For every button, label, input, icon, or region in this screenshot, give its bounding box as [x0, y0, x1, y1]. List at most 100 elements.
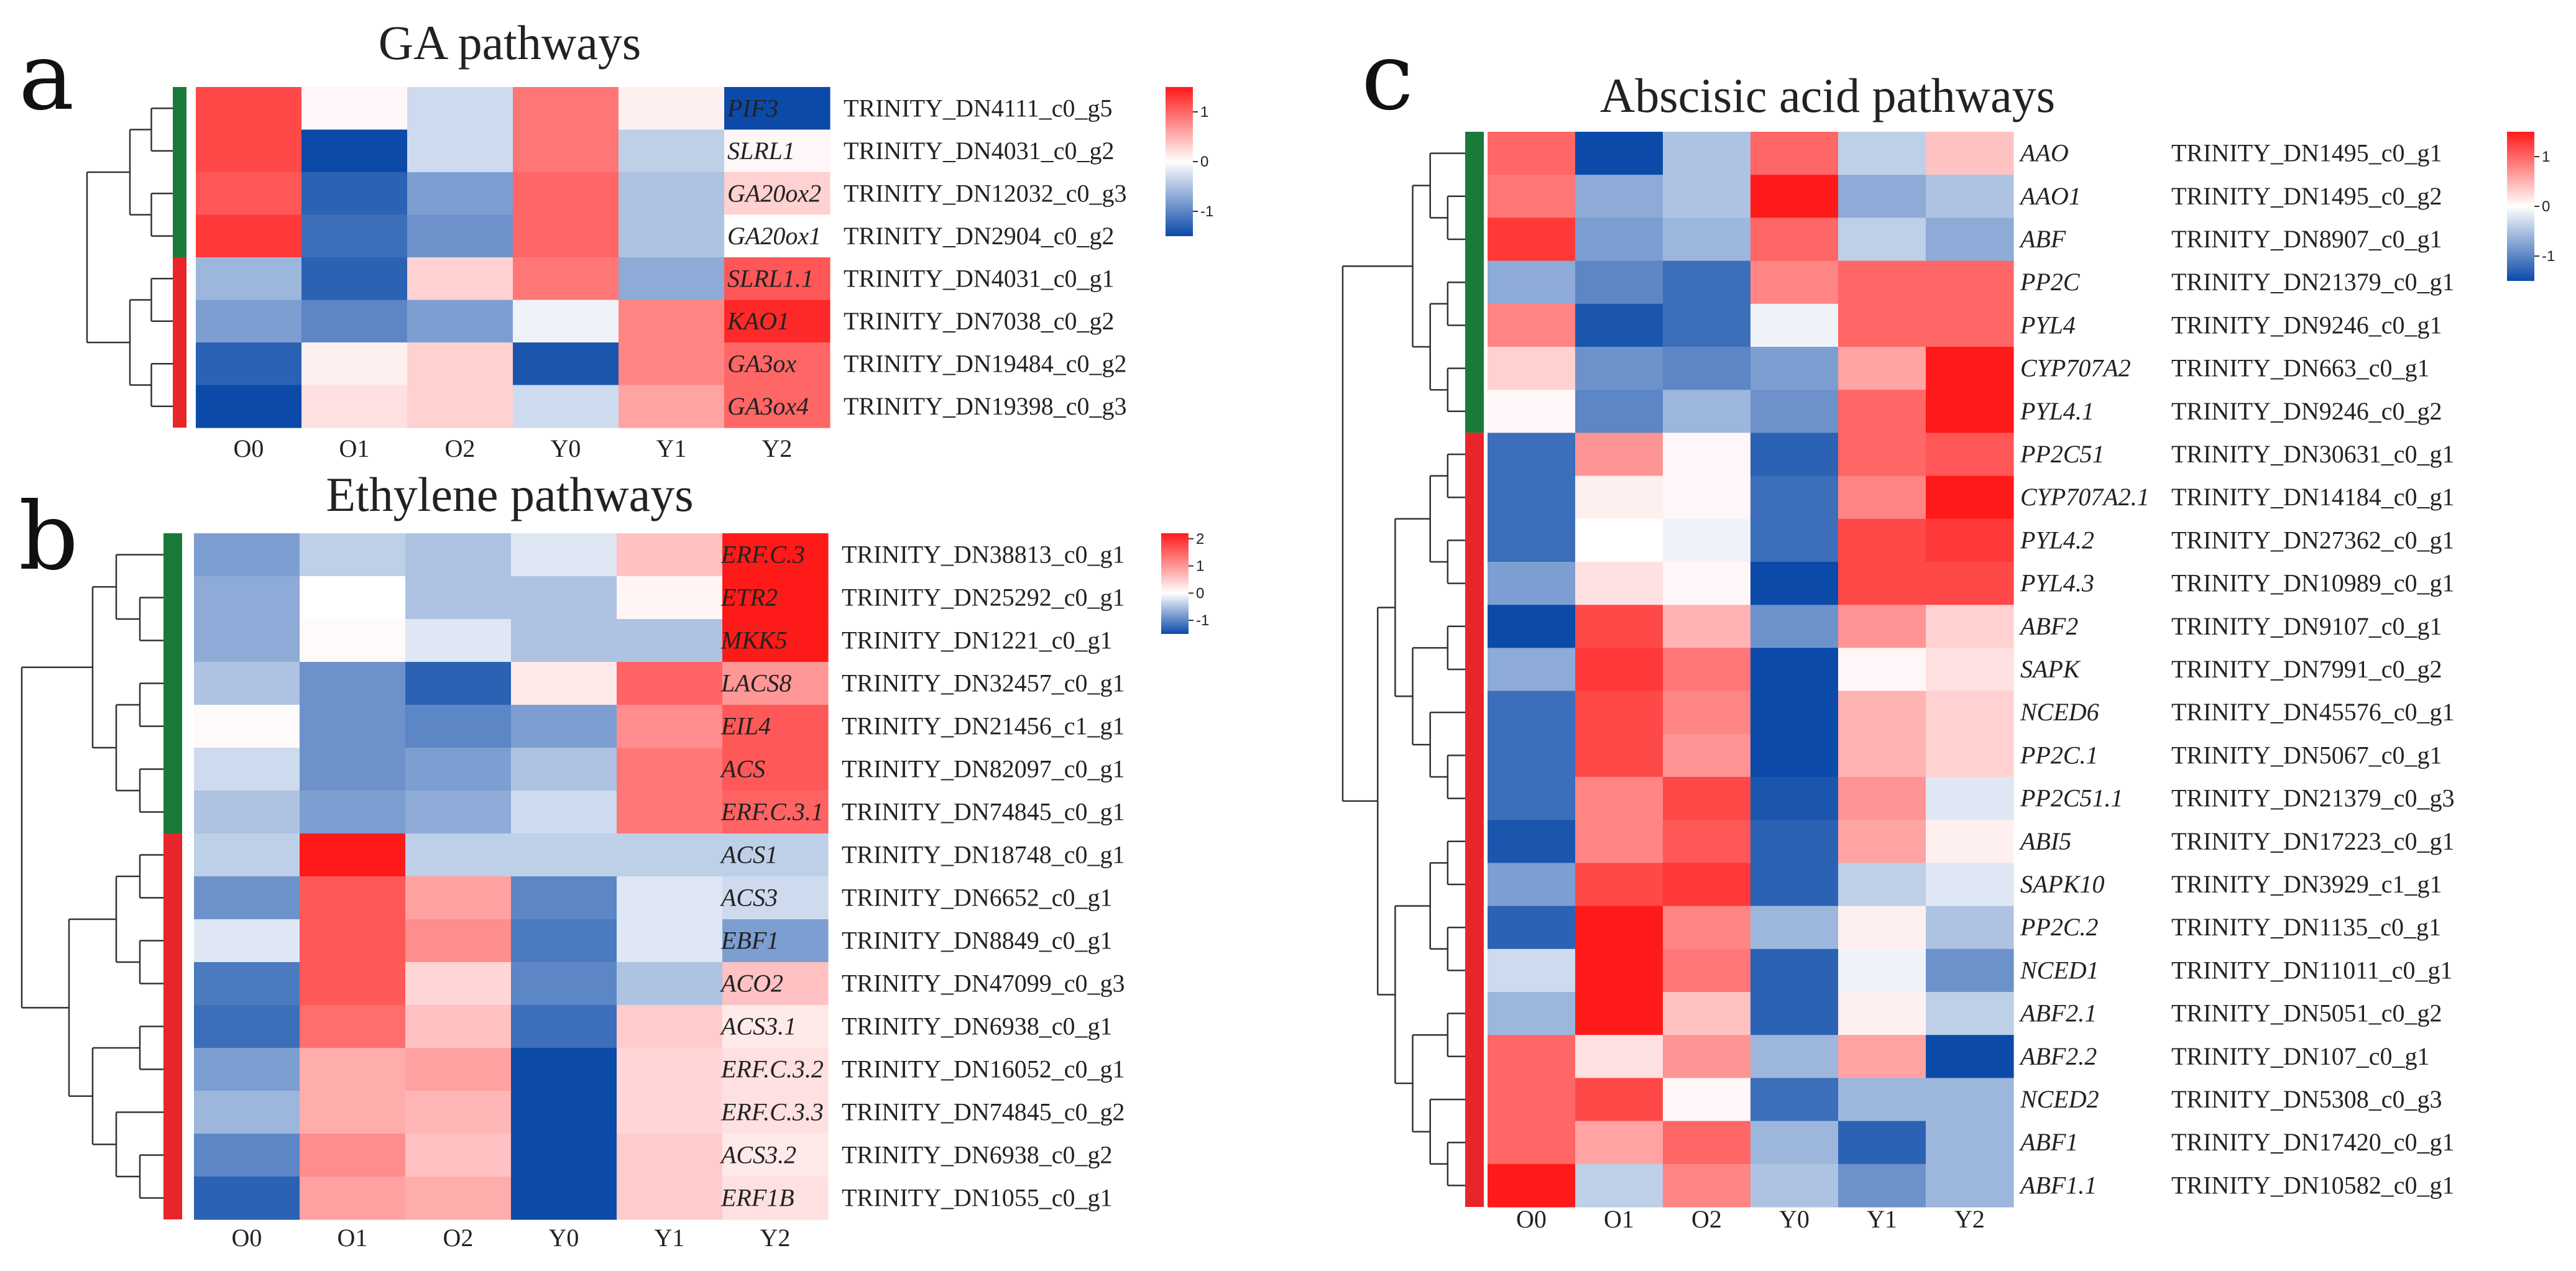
heatmap-cell: [1838, 1121, 1926, 1165]
heatmap-cell: [405, 576, 512, 620]
gene-label: PP2C.1: [2020, 741, 2099, 769]
heatmap-cell: [1663, 132, 1751, 175]
transcript-id: TRINITY_DN9107_c0_g1: [2171, 612, 2442, 640]
gene-label: ACS3.1: [719, 1012, 796, 1040]
heatmap-cell: [1750, 648, 1839, 692]
heatmap-cell: [1575, 1163, 1663, 1208]
transcript-id: TRINITY_DN663_c0_g1: [2171, 354, 2430, 382]
heatmap-cell: [513, 300, 619, 343]
column-label: O1: [339, 434, 370, 462]
heatmap-cell: [722, 1177, 829, 1220]
heatmap-cell: [1838, 260, 1926, 305]
gene-label: PIF3: [727, 94, 778, 122]
heatmap-cell: [1750, 691, 1839, 735]
heatmap-cell: [300, 1177, 406, 1220]
transcript-id: TRINITY_DN82097_c0_g1: [842, 755, 1125, 783]
heatmap-cell: [1838, 303, 1926, 347]
transcript-id: TRINITY_DN1495_c0_g1: [2171, 139, 2442, 167]
gene-label: ACS: [719, 755, 765, 783]
column-label: O2: [443, 1224, 474, 1252]
gene-label: NCED2: [2020, 1085, 2099, 1113]
heatmap-cell: [196, 385, 302, 428]
transcript-id: TRINITY_DN1135_c0_g1: [2171, 913, 2441, 941]
gene-label: SAPK: [2020, 655, 2081, 683]
heatmap-cell: [722, 576, 829, 620]
heatmap-cell: [1926, 260, 2014, 305]
heatmap-cell: [1575, 605, 1663, 648]
heatmap-cell: [1838, 518, 1926, 562]
transcript-id: TRINITY_DN74845_c0_g2: [842, 1098, 1125, 1126]
transcript-id: TRINITY_DN47099_c0_g3: [842, 970, 1125, 998]
heatmap-cell: [513, 214, 619, 258]
heatmap-cell: [1838, 347, 1926, 390]
heatmap-cell: [405, 1177, 512, 1220]
panel-b-letter: b: [19, 483, 78, 591]
heatmap-cell: [724, 214, 830, 258]
gene-label: ACS3: [719, 884, 778, 912]
panel-b-title: Ethylene pathways: [326, 467, 693, 521]
heatmap-cell: [405, 876, 512, 920]
heatmap-cell: [301, 129, 408, 173]
heatmap-cell: [722, 705, 829, 748]
gene-label: GA20ox1: [727, 222, 821, 250]
column-label: O1: [338, 1224, 368, 1252]
column-label: O1: [1604, 1205, 1634, 1233]
heatmap-cell: [1663, 175, 1751, 218]
panel-b-heatmap: ERF.C.3 TRINITY_DN38813_c0_g1 ETR2 TRINITY_…: [21, 531, 1209, 1252]
heatmap-cell: [405, 1091, 512, 1134]
heatmap-cell: [407, 129, 513, 173]
heatmap-cell: [511, 833, 617, 877]
heatmap-cell: [194, 833, 300, 877]
heatmap-cell: [1488, 1163, 1576, 1208]
heatmap-cell: [511, 1134, 617, 1177]
transcript-id: TRINITY_DN21456_c1_g1: [842, 712, 1125, 740]
gene-label: PP2C51.1: [2020, 784, 2123, 812]
heatmap-cell: [301, 214, 408, 258]
heatmap-cell: [1926, 132, 2014, 175]
heatmap-cell: [511, 748, 617, 791]
heatmap-cell: [407, 257, 513, 301]
heatmap-cell: [1926, 175, 2014, 218]
heatmap-cell: [1663, 648, 1751, 692]
heatmap-cell: [724, 87, 830, 131]
heatmap-cell: [300, 705, 406, 748]
heatmap-cell: [405, 962, 512, 1006]
transcript-id: TRINITY_DN21379_c0_g1: [2171, 268, 2455, 296]
heatmap-cell: [1838, 605, 1926, 648]
heatmap-cell: [511, 576, 617, 620]
heatmap-cell: [724, 172, 830, 216]
heatmap-cell: [1575, 1078, 1663, 1122]
heatmap-cell: [300, 619, 406, 663]
heatmap-cell: [194, 876, 300, 920]
heatmap-cell: [194, 576, 300, 620]
heatmap-cell: [1750, 1163, 1839, 1208]
heatmap-cell: [617, 533, 723, 577]
heatmap-cell: [619, 257, 725, 301]
heatmap-cell: [722, 1091, 829, 1134]
heatmap-cell: [1663, 863, 1751, 907]
gene-label: PP2C: [2020, 268, 2081, 296]
heatmap-cell: [1488, 733, 1576, 778]
heatmap-cell: [1750, 260, 1839, 305]
heatmap-cell: [1488, 562, 1576, 605]
heatmap-cell: [1575, 648, 1663, 692]
heatmap-cell: [1575, 132, 1663, 175]
heatmap-cell: [196, 342, 302, 386]
column-label: Y0: [1779, 1205, 1810, 1233]
heatmap-cell: [1575, 175, 1663, 218]
heatmap-cell: [1926, 1078, 2014, 1122]
heatmap-cell: [405, 748, 512, 791]
heatmap-cell: [300, 1048, 406, 1091]
heatmap-cell: [1663, 433, 1751, 477]
heatmap-cell: [1575, 733, 1663, 778]
heatmap-cell: [617, 705, 723, 748]
heatmap-cell: [194, 619, 300, 663]
gene-label: PYL4.3: [2020, 569, 2094, 597]
gene-label: LACS8: [720, 669, 791, 697]
heatmap-cell: [617, 1048, 723, 1091]
heatmap-cell: [405, 533, 512, 577]
heatmap-cell: [617, 1005, 723, 1048]
heatmap-cell: [1575, 1121, 1663, 1165]
gene-label: EIL4: [720, 712, 771, 740]
